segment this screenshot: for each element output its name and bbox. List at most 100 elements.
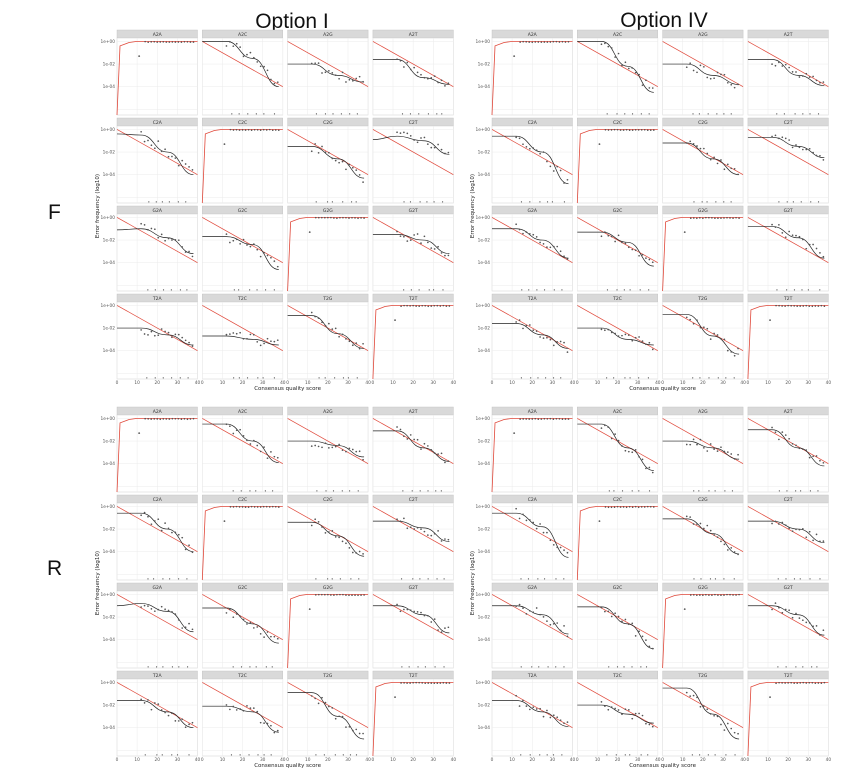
- data-point: [525, 41, 528, 43]
- facet-label: C2T: [784, 497, 793, 503]
- data-point: [355, 450, 358, 453]
- facet-label: A2C: [613, 409, 622, 415]
- data-point: [645, 722, 647, 725]
- data-point: [159, 41, 162, 43]
- data-point: [522, 232, 524, 235]
- data-point: [416, 71, 419, 74]
- data-point: [518, 705, 521, 707]
- data-point: [716, 536, 719, 539]
- data-point: [546, 709, 548, 712]
- data-point: [689, 318, 692, 321]
- data-point: [528, 609, 531, 612]
- data-point: [167, 609, 170, 612]
- data-point: [737, 347, 739, 350]
- data-point: [235, 505, 238, 508]
- data-point: [726, 451, 729, 453]
- data-point: [549, 539, 552, 542]
- data-point: [249, 707, 252, 709]
- data-point: [522, 607, 524, 609]
- data-point: [559, 719, 562, 722]
- data-point: [418, 681, 420, 684]
- data-point: [542, 242, 545, 245]
- data-point: [345, 216, 347, 219]
- data-point: [610, 437, 613, 440]
- data-point: [709, 158, 712, 161]
- data-point: [331, 446, 334, 449]
- data-point: [146, 377, 148, 379]
- facet-panel: C2T: [372, 117, 454, 204]
- data-point: [420, 528, 422, 530]
- data-point: [140, 329, 142, 331]
- data-point: [638, 712, 640, 715]
- data-point: [342, 216, 344, 219]
- data-point: [610, 235, 613, 238]
- data-point: [223, 520, 226, 523]
- data-point: [702, 217, 704, 220]
- data-point: [561, 418, 564, 421]
- reference-line: [287, 593, 369, 669]
- data-point: [403, 131, 405, 134]
- data-point: [171, 666, 174, 668]
- x-tick-label: 40: [195, 757, 201, 763]
- data-point: [693, 490, 695, 492]
- data-point: [621, 334, 623, 337]
- data-point: [726, 349, 729, 352]
- data-point: [643, 128, 646, 131]
- data-point: [607, 506, 610, 509]
- data-point: [274, 506, 277, 508]
- data-point: [232, 332, 235, 334]
- y-tick-label: 1e-04: [103, 84, 116, 90]
- data-point: [270, 340, 272, 343]
- data-point: [709, 338, 712, 340]
- data-point: [805, 148, 808, 151]
- data-point: [707, 754, 709, 756]
- data-point: [436, 682, 439, 685]
- data-point: [266, 722, 269, 725]
- data-point: [808, 243, 811, 246]
- data-point: [436, 304, 439, 307]
- data-point: [246, 705, 248, 707]
- facet-panel: A2C: [202, 29, 284, 116]
- facet-label: G2T: [784, 585, 793, 591]
- data-point: [616, 666, 619, 668]
- x-tick-label: 20: [785, 757, 791, 763]
- data-point: [648, 289, 650, 291]
- x-tick-label: 10: [220, 380, 226, 386]
- data-point: [776, 113, 778, 115]
- data-point: [403, 517, 405, 520]
- x-tick-label: 20: [615, 380, 621, 386]
- data-point: [433, 304, 436, 307]
- data-point: [778, 201, 780, 203]
- data-point: [259, 450, 262, 453]
- data-point: [317, 317, 320, 320]
- data-point: [336, 593, 338, 596]
- data-point: [403, 235, 405, 238]
- data-point: [186, 578, 188, 580]
- data-point: [351, 448, 354, 451]
- reference-line: [372, 41, 454, 87]
- x-tick-label: 10: [509, 757, 515, 763]
- facet-label: C2A: [153, 120, 163, 126]
- data-point: [733, 578, 735, 580]
- data-point: [795, 666, 797, 668]
- data-point: [153, 334, 156, 337]
- data-point: [171, 155, 173, 158]
- data-point: [631, 666, 633, 668]
- facet-label: G2A: [528, 208, 538, 214]
- data-point: [532, 521, 535, 524]
- data-point: [177, 239, 180, 242]
- facet-panel: A2T: [372, 406, 454, 493]
- data-point: [528, 519, 531, 521]
- data-point: [559, 340, 562, 343]
- data-point: [345, 338, 347, 340]
- x-tick-label: 10: [220, 757, 226, 763]
- data-point: [539, 523, 541, 525]
- data-point: [433, 682, 436, 685]
- data-point: [244, 129, 247, 131]
- data-point: [726, 593, 728, 596]
- data-point: [546, 160, 548, 163]
- data-point: [607, 426, 610, 428]
- data-point: [276, 456, 279, 459]
- reference-line: [662, 305, 744, 351]
